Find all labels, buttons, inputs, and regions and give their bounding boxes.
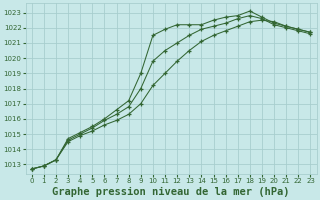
X-axis label: Graphe pression niveau de la mer (hPa): Graphe pression niveau de la mer (hPa) [52,186,290,197]
